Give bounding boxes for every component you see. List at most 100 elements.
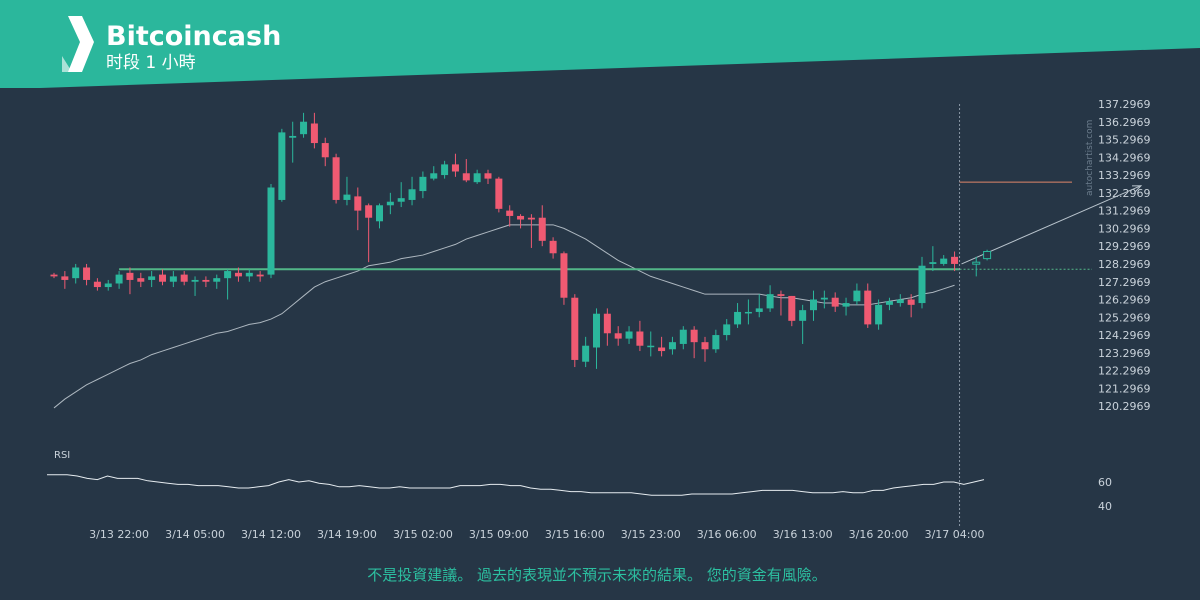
- candle-body: [408, 189, 416, 200]
- candle-body: [289, 135, 297, 138]
- y-tick-label: 124.2969: [1098, 329, 1151, 342]
- candle-body: [180, 274, 188, 282]
- candle-body: [734, 311, 742, 325]
- x-tick-label: 3/15 23:00: [621, 528, 681, 541]
- candle: [625, 326, 633, 344]
- x-axis: 3/13 22:00 3/14 05:00 3/14 12:00 3/14 19:00…: [89, 528, 984, 541]
- candle-body: [245, 272, 253, 277]
- candle-body: [300, 121, 308, 135]
- y-tick-label: 121.2969: [1098, 382, 1151, 395]
- candle-body: [159, 274, 166, 282]
- candle-body: [72, 267, 80, 279]
- candle: [430, 166, 438, 181]
- rsi-tick-label: 40: [1098, 500, 1112, 513]
- candle-body: [636, 331, 644, 346]
- header-band: [0, 0, 1200, 88]
- candle-body: [506, 210, 514, 216]
- candle-body: [625, 331, 633, 339]
- candle-body: [582, 345, 590, 362]
- x-tick-label: 3/14 19:00: [317, 528, 377, 541]
- candle-body: [61, 276, 69, 280]
- y-tick-label: 133.2969: [1098, 169, 1151, 182]
- x-tick-label: 3/16 20:00: [849, 528, 909, 541]
- candle: [365, 203, 373, 263]
- candle: [289, 121, 297, 163]
- candle-body: [115, 274, 123, 284]
- ghost-candle: [972, 256, 981, 277]
- candle: [668, 336, 676, 355]
- candle: [918, 256, 926, 309]
- candle-body: [712, 335, 720, 350]
- candle-body: [256, 274, 264, 277]
- candle: [126, 267, 134, 295]
- candle: [701, 336, 709, 362]
- candle-body: [365, 205, 373, 218]
- candle-body: [853, 290, 861, 302]
- candles: [50, 112, 992, 369]
- candle-body: [202, 279, 210, 282]
- candle-body: [376, 205, 383, 222]
- candle-body: [441, 164, 449, 176]
- candle: [462, 159, 470, 183]
- candle-body: [234, 272, 242, 277]
- candle: [245, 269, 253, 282]
- candle-body: [777, 294, 785, 296]
- candle: [766, 285, 774, 312]
- candle-body: [842, 303, 850, 307]
- candle-body: [50, 274, 58, 277]
- candle: [300, 112, 308, 138]
- candle-body: [658, 347, 666, 352]
- candle: [614, 326, 622, 346]
- candle-body: [354, 196, 362, 211]
- y-tick-label: 137.2969: [1098, 98, 1151, 111]
- y-tick-label: 126.2969: [1098, 294, 1151, 307]
- overlay-lines: [53, 104, 1143, 528]
- candle: [441, 160, 449, 179]
- candle: [907, 294, 915, 318]
- rsi-line: [47, 474, 985, 496]
- x-tick-label: 3/13 22:00: [89, 528, 149, 541]
- candle-body: [690, 329, 698, 343]
- candle: [755, 294, 763, 318]
- candle: [538, 205, 546, 247]
- candle: [321, 137, 329, 167]
- candle-body: [788, 295, 796, 321]
- candle: [788, 295, 796, 327]
- candle-body: [538, 217, 546, 241]
- candle: [148, 271, 156, 288]
- rsi-label: RSI: [54, 450, 70, 461]
- candle: [451, 153, 459, 177]
- candle: [408, 176, 416, 206]
- candle: [647, 331, 655, 357]
- candle: [658, 336, 666, 357]
- candle-body: [332, 157, 340, 200]
- ghost-candle: [983, 249, 992, 261]
- candle: [332, 153, 340, 204]
- x-tick-label: 3/15 02:00: [393, 528, 453, 541]
- y-tick-label: 128.2969: [1098, 258, 1151, 271]
- rsi-panel: 60 40: [47, 474, 1112, 513]
- candle: [83, 263, 91, 286]
- candle-body: [864, 290, 872, 325]
- candle-body: [679, 329, 687, 344]
- candle-body: [549, 240, 557, 254]
- candle-body: [593, 313, 600, 348]
- candle-body: [799, 310, 807, 321]
- y-tick-label: 127.2969: [1098, 276, 1151, 289]
- candle: [354, 187, 362, 231]
- x-tick-label: 3/16 13:00: [773, 528, 833, 541]
- candle-body: [810, 299, 817, 311]
- candle-body: [907, 299, 915, 305]
- y-tick-label: 134.2969: [1098, 151, 1151, 164]
- x-tick-label: 3/14 05:00: [165, 528, 225, 541]
- candle-body: [723, 324, 731, 336]
- candle: [951, 251, 959, 272]
- candle-body: [397, 198, 405, 202]
- candle: [842, 297, 850, 316]
- candle-body: [148, 276, 156, 280]
- y-tick-label: 120.2969: [1098, 400, 1151, 413]
- candle-body: [451, 164, 459, 172]
- candle-body: [831, 297, 839, 307]
- candle-body: [940, 258, 948, 264]
- candle-body: [517, 215, 525, 220]
